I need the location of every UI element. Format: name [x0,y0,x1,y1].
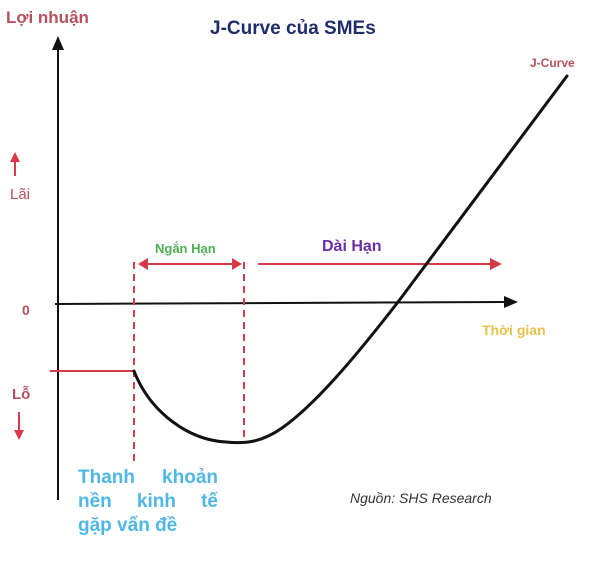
page-title: J-Curve của SMEs [210,18,376,39]
long-term-label: Dài Hạn [322,238,382,255]
note-line-3: gặp vấn đề [78,515,178,536]
note-line-2: nền kinh tế [78,491,218,512]
long-term-arrowhead [490,258,502,270]
loss-label: Lỗ [12,386,31,403]
x-axis-label: Thời gian [482,322,546,338]
j-curve-line [132,74,569,445]
short-term-arrowhead-left [138,258,148,270]
short-term-label: Ngắn Hạn [155,241,216,256]
profit-label: Lãi [10,186,31,203]
x-axis-arrowhead [504,296,518,308]
up-arrowhead-icon [10,152,20,162]
short-term-arrowhead-right [232,258,242,270]
j-curve-label: J-Curve [530,56,575,70]
zero-label: 0 [22,302,30,318]
y-axis-label: Lợi nhuận [6,8,89,27]
down-arrowhead-icon [14,430,24,440]
note-line-1: Thanh khoản [78,467,218,488]
y-axis-arrowhead [52,36,64,50]
liquidity-note: Thanh khoản nền kinh tế gặp vấn đề [78,466,218,538]
source-credit: Nguồn: SHS Research [350,490,492,506]
x-axis-line [54,301,507,305]
